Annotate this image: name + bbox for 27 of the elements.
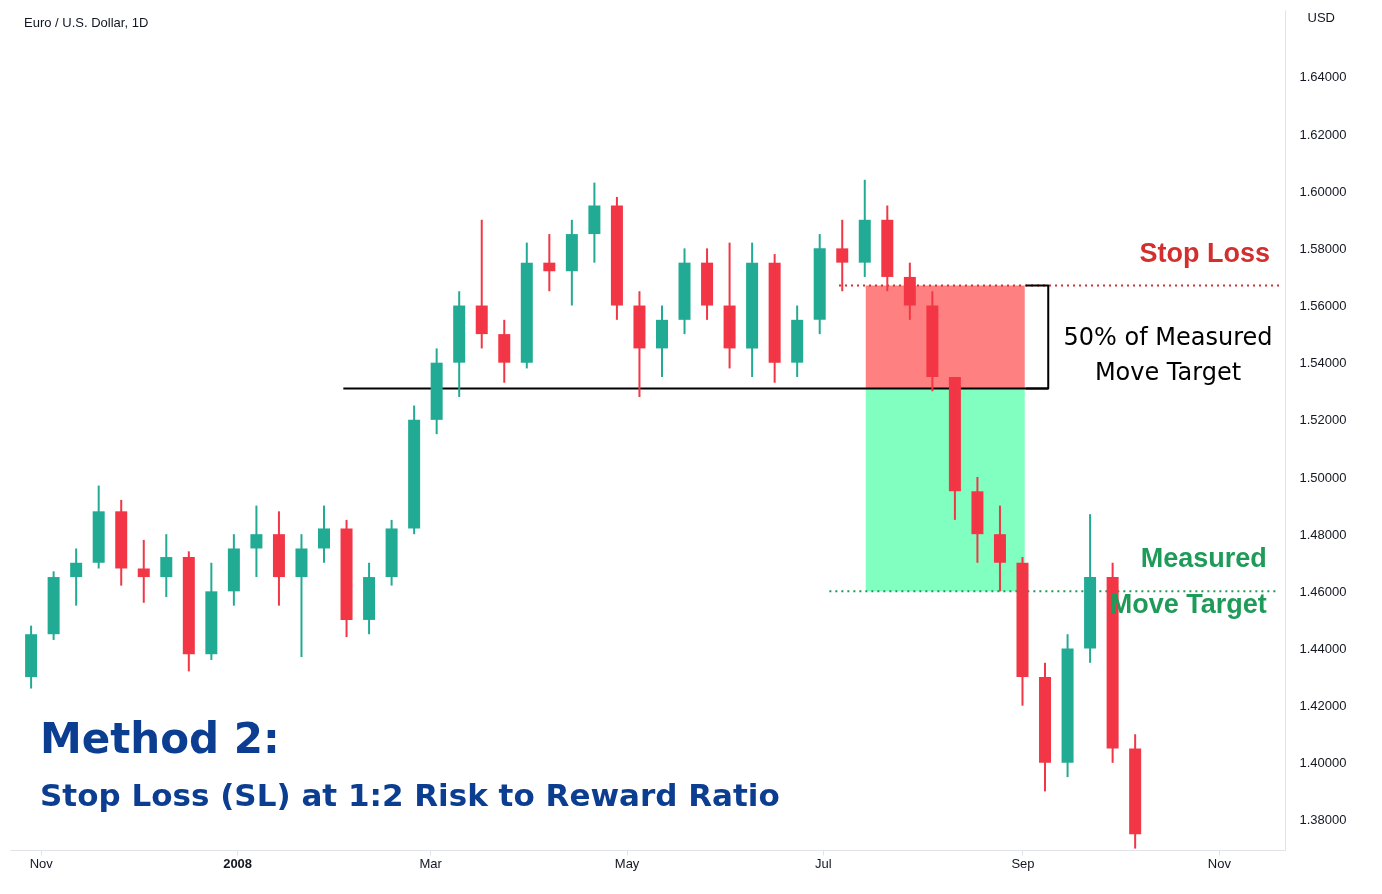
series-label: Stop Loss [1139,237,1270,268]
y-axis-title: USD [1307,9,1335,25]
y-tick-label: 1.44000 [1299,641,1347,656]
x-tick-label: Jul [815,855,832,871]
y-tick-label: 1.64000 [1299,69,1347,85]
y-tick-label: 1.40000 [1299,755,1347,771]
y-tick-label: 1.46000 [1299,583,1347,599]
y-tick-label: 1.48000 [1299,526,1347,542]
y-tick-label: 1.54000 [1299,355,1347,371]
x-tick-label: May [614,855,640,871]
y-tick-label: 1.62000 [1299,126,1347,142]
y-tick-label: 1.42000 [1299,698,1347,714]
y-tick-label: 1.52000 [1299,412,1347,428]
annotation: 50% of Measured Move Target [1063,323,1273,386]
x-tick-label: Mar [419,855,443,871]
y-tick-label: 1.38000 [1299,812,1347,828]
y-tick-label: 1.58000 [1299,240,1347,256]
x-tick-label: Sep [1011,855,1035,871]
x-tick-label: Nov [1207,855,1232,871]
y-tick-label: 1.56000 [1299,298,1347,314]
chart-title: Euro / U.S. Dollar, 1D [24,15,149,30]
annotation: Method 2: [40,714,280,763]
annotation: Stop Loss (SL) at 1:2 Risk to Reward Ratio [40,777,780,813]
x-tick-label: 2008 [223,855,253,871]
x-tick-label: Nov [29,855,54,871]
y-tick-label: 1.50000 [1299,469,1347,485]
y-tick-label: 1.60000 [1299,183,1347,199]
